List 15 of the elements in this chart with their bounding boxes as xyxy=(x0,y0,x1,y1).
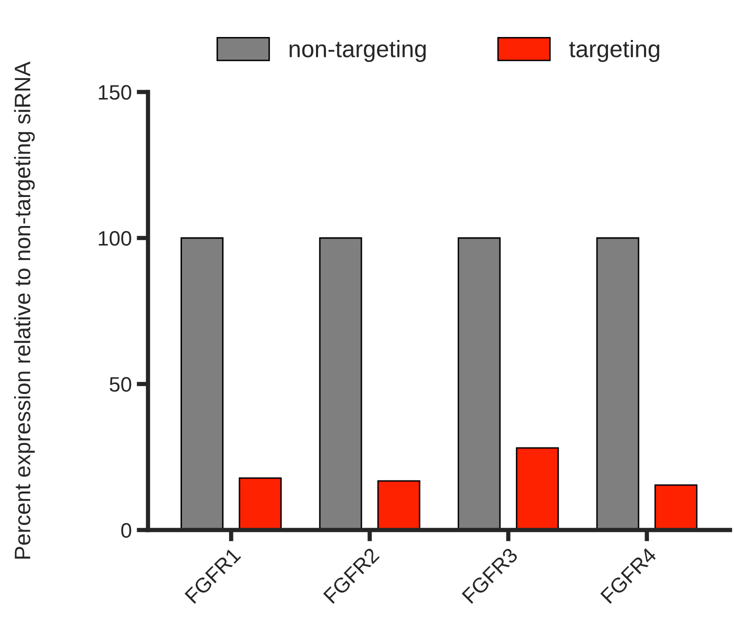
y-tick-label: 50 xyxy=(110,377,132,392)
bar xyxy=(654,484,698,530)
bar xyxy=(238,477,282,530)
bar xyxy=(180,237,224,530)
legend-label: non-targeting xyxy=(290,40,426,62)
y-tick-label: 0 xyxy=(121,523,132,538)
bar xyxy=(458,237,501,530)
bar xyxy=(596,237,640,530)
bar xyxy=(516,447,559,530)
bar xyxy=(319,237,362,530)
y-axis-title: Percent expression relative to non-targeting siRNA xyxy=(14,62,35,559)
bar xyxy=(377,480,420,530)
legend-label: targeting xyxy=(569,40,660,62)
y-tick-label: 150 xyxy=(98,85,132,100)
y-tick-label: 100 xyxy=(98,231,132,246)
